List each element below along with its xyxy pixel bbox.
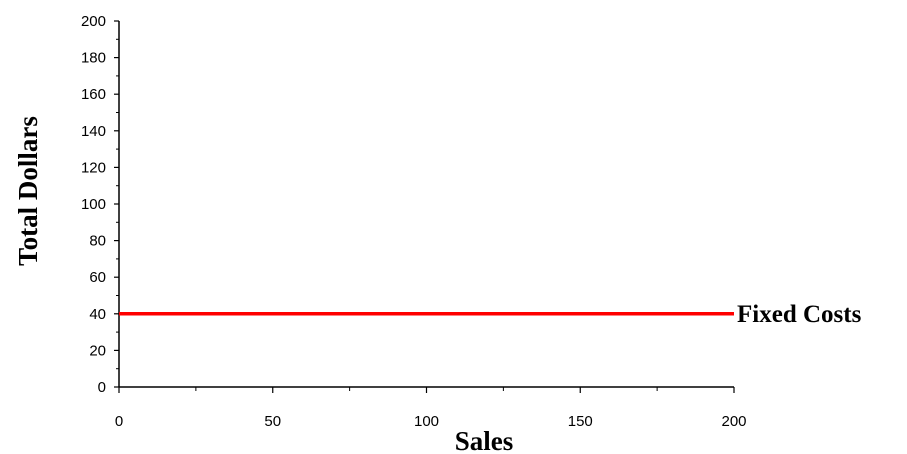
y-tick-label: 40 xyxy=(89,306,106,323)
x-tick-label: 100 xyxy=(414,413,439,430)
y-tick-label: 200 xyxy=(81,13,106,30)
x-axis-title: Sales xyxy=(455,426,514,454)
y-tick-label: 20 xyxy=(89,342,106,359)
y-tick-label: 120 xyxy=(81,159,106,176)
y-tick-label: 160 xyxy=(81,86,106,103)
y-axis-ticks: 0 20 40 60 80 100 120 140 160 180 200 xyxy=(81,13,119,396)
y-tick-label: 80 xyxy=(89,233,106,250)
fixed-costs-label: Fixed Costs xyxy=(737,301,862,328)
y-tick-label: 180 xyxy=(81,50,106,67)
x-tick-label: 0 xyxy=(115,413,123,430)
y-tick-label: 100 xyxy=(81,196,106,213)
x-tick-label: 150 xyxy=(568,413,593,430)
x-tick-label: 50 xyxy=(264,413,281,430)
y-axis-title: Total Dollars xyxy=(13,116,43,266)
y-tick-label: 140 xyxy=(81,123,106,140)
y-tick-label: 60 xyxy=(89,269,106,286)
y-tick-label: 0 xyxy=(98,379,106,396)
x-axis-ticks: 0 50 100 150 200 xyxy=(115,387,747,430)
x-axis: 0 50 100 150 200 xyxy=(115,386,747,430)
y-axis: 0 20 40 60 80 100 120 140 160 180 200 xyxy=(81,13,120,396)
x-tick-label: 200 xyxy=(721,413,746,430)
series-layer: Fixed Costs xyxy=(119,301,862,328)
